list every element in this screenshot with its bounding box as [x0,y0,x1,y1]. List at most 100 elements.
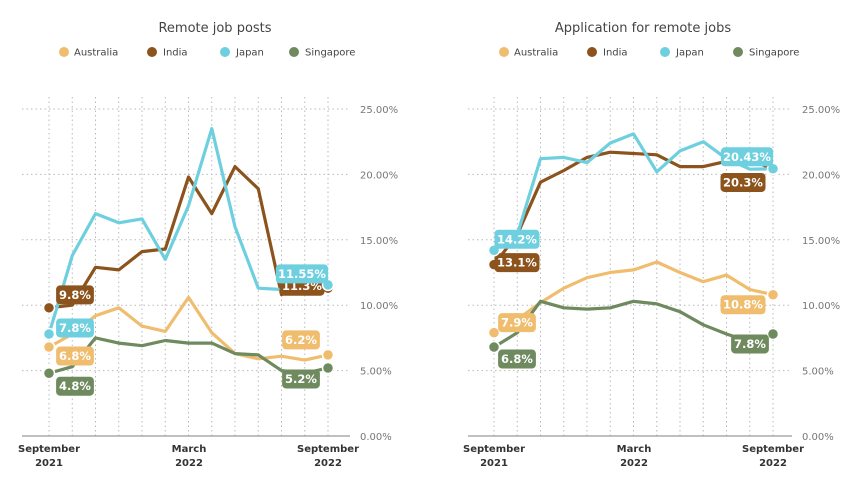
data-label-india-start: 13.1% [494,253,540,273]
legend-item-singapore: Singapore [289,47,355,59]
x-tick-label-year: 2022 [314,458,342,469]
data-label-singapore-end-text: 7.8% [734,337,766,351]
data-label-india-start-bg [494,253,540,273]
data-labels: 7.9% 10.8% 13.1% 20.3% 14.2% 20.43% 6.8% 7.8% [487,147,780,369]
legend-item-australia: Australia [499,47,558,59]
series-line-australia [47,295,330,362]
legend-item-australia: Australia [59,47,118,59]
chart-title: Application for remote jobs [555,21,731,36]
legend-swatch-singapore [733,47,743,57]
data-label-australia-start: 7.9% [498,313,536,333]
legend-item-india: India [587,47,628,59]
data-label-australia-start-bg [56,346,94,366]
y-tick-label: 10.00% [802,301,840,312]
x-tick-label-year: 2022 [759,458,787,469]
legend-swatch-australia [59,47,69,57]
x-tick-label: March [617,444,652,455]
data-label-india-start-text: 13.1% [497,256,537,270]
gridlines [22,97,350,436]
data-point-japan [42,327,56,341]
data-label-japan-start-text: 7.8% [59,321,91,335]
y-tick-label: 15.00% [802,236,840,247]
data-label-australia-start-bg [498,313,536,333]
x-tick-label: September [463,444,525,455]
data-label-india-start-text: 9.8% [59,288,91,302]
data-label-japan-end: 20.43% [720,147,774,167]
data-label-australia-end-text: 6.2% [285,333,317,347]
x-tick-labels: September 2021 March 2022 September 2022 [18,444,359,469]
data-label-singapore-start-bg [498,349,536,369]
series-line-singapore [47,336,330,375]
y-tick-label: 25.00% [802,105,840,116]
data-label-australia-end-bg [720,295,766,315]
legend: Australia India Japan Singapore [59,47,355,59]
legend-label-india: India [163,48,188,59]
x-tick-label-year: 2022 [175,458,203,469]
x-tick-label-year: 2021 [35,458,63,469]
x-tick-labels: September 2021 March 2022 September 2022 [463,444,804,469]
x-tick-label-year: 2022 [620,458,648,469]
legend: Australia India Japan Singapore [499,47,799,59]
legend-label-japan: Japan [235,48,264,59]
data-labels: 6.8%6.2%9.8%11.3%7.8%11.55%4.8%5.2% [42,264,335,396]
data-label-japan-start-bg [494,229,540,249]
x-tick-label: September [18,444,80,455]
data-label-singapore-start: 4.8% [56,376,94,396]
series-line-singapore [492,299,775,349]
y-tick-labels: 25.00% 20.00% 15.00% 10.00% 5.00% 0.00% [802,105,840,443]
legend-label-japan: Japan [675,48,704,59]
data-label-australia-start: 6.8% [56,346,94,366]
data-label-japan-end-bg [275,264,329,284]
data-label-singapore-end-bg [282,369,320,389]
legend-item-singapore: Singapore [733,47,799,59]
y-tick-label: 10.00% [360,301,398,312]
data-label-japan-start-bg [56,318,94,338]
data-label-singapore-start: 6.8% [498,349,536,369]
legend-swatch-australia [499,47,509,57]
y-tick-label: 25.00% [360,105,398,116]
application-remote-jobs-chart: Application for remote jobs Australia Indi… [463,21,840,469]
legend-item-japan: Japan [660,47,704,59]
data-label-singapore-start-text: 6.8% [501,352,533,366]
data-label-australia-end: 10.8% [720,295,766,315]
data-point-india [42,301,56,315]
data-point-singapore [42,366,56,380]
data-label-japan-end: 11.55% [275,264,329,284]
data-label-singapore-end-text: 5.2% [285,372,317,386]
x-tick-label-year: 2021 [480,458,508,469]
data-label-india-end: 20.3% [720,172,766,192]
x-tick-label: September [297,444,359,455]
x-tick-label: March [172,444,207,455]
data-label-japan-start: 7.8% [56,318,94,338]
data-point-australia [321,348,335,362]
legend-swatch-india [587,47,597,57]
y-tick-label: 5.00% [802,367,834,378]
data-label-japan-end-text: 11.55% [278,267,326,281]
data-label-australia-start-text: 7.9% [501,316,533,330]
legend-swatch-singapore [289,47,299,57]
legend-swatch-japan [660,47,670,57]
data-label-japan-end-text: 20.43% [723,150,771,164]
data-label-australia-start-text: 6.8% [59,349,91,363]
data-label-singapore-start-bg [56,376,94,396]
legend-swatch-japan [220,47,230,57]
y-tick-label: 20.00% [802,170,840,181]
chart-title: Remote job posts [158,21,271,36]
data-label-singapore-end: 5.2% [282,369,320,389]
data-point-singapore [487,340,501,354]
legend-label-singapore: Singapore [749,48,799,59]
legend-swatch-india [147,47,157,57]
x-tick-label: September [742,444,804,455]
legend-label-singapore: Singapore [305,48,355,59]
data-label-singapore-end-bg [731,334,769,354]
y-tick-label: 20.00% [360,170,398,181]
legend-label-australia: Australia [514,48,558,59]
y-tick-label: 5.00% [360,367,392,378]
data-point-australia [42,340,56,354]
legend-item-japan: Japan [220,47,264,59]
data-point-australia [766,288,780,301]
data-label-singapore-start-text: 4.8% [59,379,91,393]
data-point-australia [487,326,501,339]
data-label-singapore-end: 7.8% [731,334,769,354]
